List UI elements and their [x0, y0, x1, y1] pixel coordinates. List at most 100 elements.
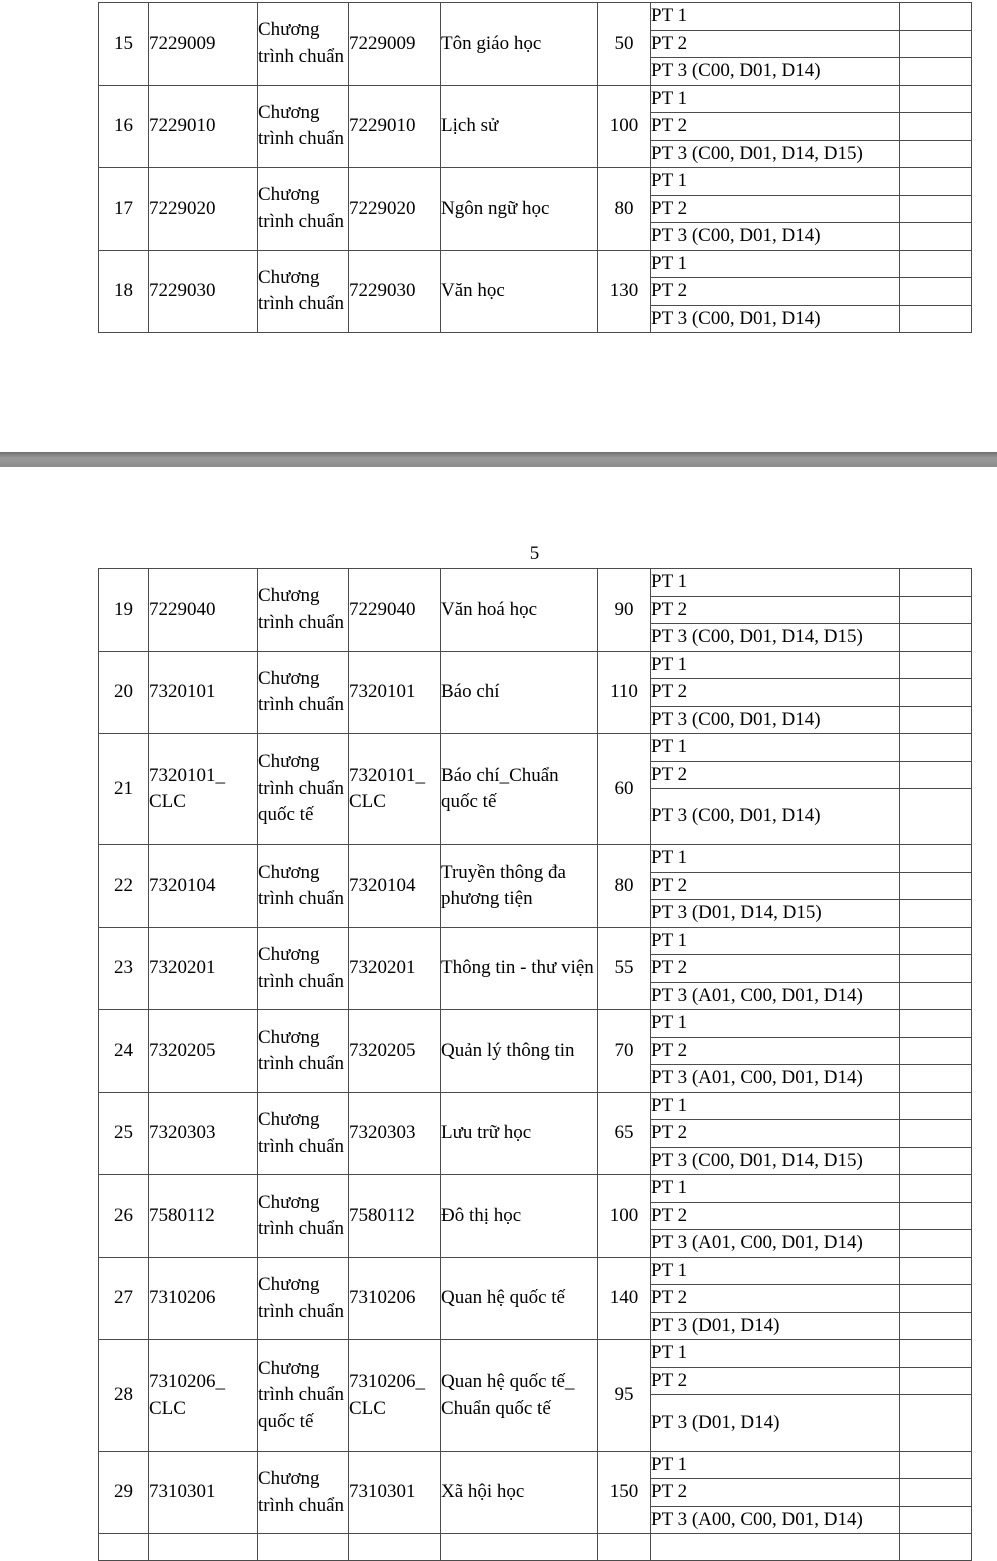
major-name-cell: Truyền thông đa phương tiện — [440, 844, 598, 928]
table-subrow-pt2: PT 2 — [99, 29, 972, 58]
table-row: 26 7580112 Chương trình chuẩn 7580112 Đô thị… — [98, 1174, 972, 1258]
table-subrow-pt3: PT 3 (D01, D14) — [99, 1394, 972, 1452]
major-code-cell: 7229030 — [348, 249, 441, 333]
pt3-cell: PT 3 (A01, C00, D01, D14) — [650, 1229, 900, 1258]
empty-cell — [899, 1064, 972, 1093]
row-number-cell: 17 — [98, 167, 149, 251]
empty-cell — [899, 1505, 972, 1535]
table-row: 16 7229010 Chương trình chuẩn 7229010 Lịch s… — [98, 84, 972, 168]
table-subrow-pt3: PT 3 (A01, C00, D01, D14) — [99, 1064, 972, 1093]
empty-cell — [899, 139, 972, 168]
pt3-cell: PT 3 (A00, C00, D01, D14) — [650, 1505, 900, 1535]
row-number-cell: 23 — [98, 926, 149, 1011]
pt1-cell: PT 1 — [650, 1091, 900, 1121]
pt1-cell: PT 1 — [650, 84, 900, 113]
empty-cell — [899, 844, 972, 873]
table-row: 19 7229040 Chương trình chuẩn 7229040 Văn ho… — [98, 568, 972, 652]
table-row: 21 7320101_​CLC Chương trình chuẩn quốc tế… — [98, 732, 972, 846]
major-name-cell: Đô thị học — [440, 1174, 598, 1258]
row-number-cell: 21 — [98, 732, 149, 846]
empty-cell — [899, 705, 972, 734]
pt3-cell: PT 3 (C00, D01, D14) — [650, 222, 900, 251]
program-type-cell: Chương trình chuẩn quốc tế — [257, 1339, 349, 1452]
empty-cell — [899, 222, 972, 251]
row-number-cell: 25 — [98, 1091, 149, 1176]
pt1-cell: PT 1 — [650, 1009, 900, 1038]
row-number-cell: 18 — [98, 249, 149, 333]
admission-code-cell: 7320201 — [148, 926, 258, 1011]
empty-cell — [899, 29, 972, 58]
table-subrow-pt3: PT 3 (C00, D01, D14) — [99, 787, 972, 846]
row-number-cell: 15 — [98, 2, 149, 86]
program-type-cell: Chương trình chuẩn — [257, 1256, 349, 1341]
empty-cell — [899, 194, 972, 223]
empty-cell — [899, 787, 972, 846]
admission-code-cell: 7229010 — [148, 84, 258, 168]
pt1-cell: PT 1 — [650, 1256, 900, 1286]
quota-cell: 150 — [597, 1450, 651, 1535]
program-type-cell: Chương trình chuẩn — [257, 1009, 349, 1093]
empty-cell — [899, 568, 972, 597]
pt3-cell: PT 3 (C00, D01, D14) — [650, 304, 900, 333]
pt2-cell: PT 2 — [650, 871, 900, 901]
empty-cell — [899, 1009, 972, 1038]
major-name-cell: Tôn giáo học — [440, 2, 598, 86]
program-type-cell: Chương trình chuẩn — [257, 844, 349, 928]
empty-cell — [899, 1091, 972, 1121]
empty-cell — [899, 249, 972, 278]
pt1-cell: PT 1 — [650, 1450, 900, 1480]
admission-code-cell: 7310206_​CLC — [148, 1339, 258, 1452]
quota-cell: 50 — [597, 2, 651, 86]
admission-code-cell: 7229009 — [148, 2, 258, 86]
empty-cell — [899, 1119, 972, 1148]
table-row: 25 7320303 Chương trình chuẩn 7320303 Lưu tr… — [98, 1091, 972, 1176]
major-name-cell: Văn hoá học — [440, 568, 598, 652]
pt2-cell: PT 2 — [650, 1201, 900, 1231]
table-subrow-pt2: PT 2 — [99, 760, 972, 789]
quota-cell: 80 — [597, 844, 651, 928]
admission-code-cell: 7320101_​CLC — [148, 732, 258, 846]
empty-cell — [650, 1533, 900, 1561]
quota-cell: 100 — [597, 84, 651, 168]
quota-cell: 65 — [597, 1091, 651, 1176]
empty-cell — [899, 623, 972, 652]
empty-cell — [899, 1366, 972, 1396]
table-subrow-pt2: PT 2 — [99, 954, 972, 983]
major-code-cell: 7310301 — [348, 1450, 441, 1535]
pt1-cell: PT 1 — [650, 2, 900, 31]
empty-cell — [440, 1533, 598, 1561]
major-code-cell: 7320201 — [348, 926, 441, 1011]
pt2-cell: PT 2 — [650, 112, 900, 141]
empty-cell — [899, 1450, 972, 1480]
pt3-cell: PT 3 (C00, D01, D14) — [650, 57, 900, 86]
major-code-cell: 7310206_​CLC — [348, 1339, 441, 1452]
quota-cell: 140 — [597, 1256, 651, 1341]
empty-cell — [899, 981, 972, 1011]
admission-code-cell: 7310301 — [148, 1450, 258, 1535]
empty-cell — [899, 2, 972, 31]
empty-cell — [899, 678, 972, 707]
program-type-cell: Chương trình chuẩn — [257, 167, 349, 251]
empty-cell — [899, 1174, 972, 1203]
table-subrow-pt2: PT 2 — [99, 1284, 972, 1313]
table-subrow-pt3: PT 3 (A01, C00, D01, D14) — [99, 981, 972, 1011]
table-subrow-pt3: PT 3 (D01, D14, D15) — [99, 899, 972, 928]
table-row: 27 7310206 Chương trình chuẩn 7310206 Quan h… — [98, 1256, 972, 1341]
table-row: 23 7320201 Chương trình chuẩn 7320201 Thông … — [98, 926, 972, 1011]
admission-code-cell: 7229020 — [148, 167, 258, 251]
empty-cell — [899, 1284, 972, 1313]
table-subrow-pt3: PT 3 (C00, D01, D14) — [99, 705, 972, 734]
empty-cell — [899, 1533, 972, 1561]
pt2-cell: PT 2 — [650, 29, 900, 58]
admission-code-cell: 7310206 — [148, 1256, 258, 1341]
table-subrow-pt3: PT 3 (A01, C00, D01, D14) — [99, 1229, 972, 1258]
pt1-cell: PT 1 — [650, 926, 900, 956]
partial-next-row — [98, 1533, 972, 1561]
pt2-cell: PT 2 — [650, 1036, 900, 1066]
empty-cell — [899, 57, 972, 86]
pt2-cell: PT 2 — [650, 1119, 900, 1148]
major-code-cell: 7229009 — [348, 2, 441, 86]
pt1-cell: PT 1 — [650, 249, 900, 278]
empty-cell — [899, 760, 972, 789]
pt2-cell: PT 2 — [650, 678, 900, 707]
